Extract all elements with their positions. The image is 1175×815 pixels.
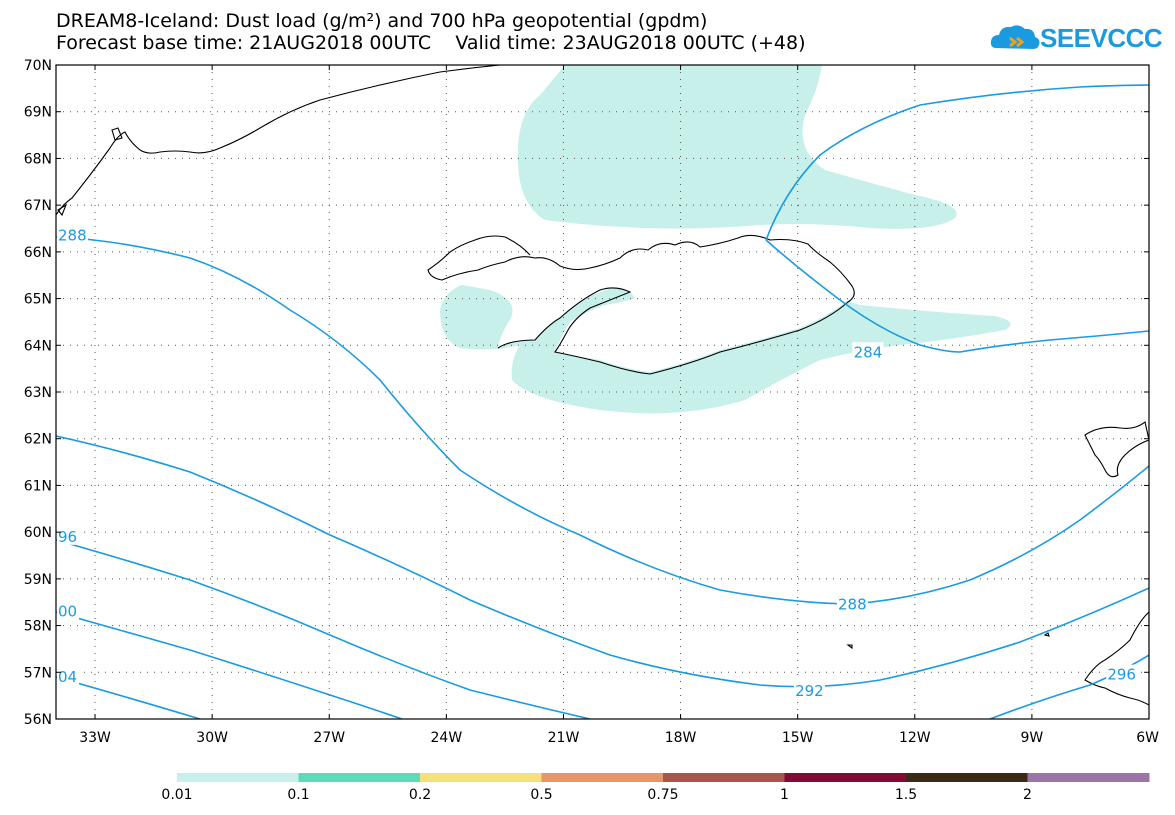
colorbar-swatch: [298, 773, 421, 782]
colorbar-label: 2: [1023, 787, 1032, 803]
norway-coast: [1084, 421, 1149, 478]
lat-label: 58N: [24, 619, 52, 635]
logo-text: SEEVCCC: [1040, 23, 1163, 53]
colorbar-swatch: [177, 773, 299, 782]
lat-label: 56N: [24, 712, 52, 728]
contour-label-bg: [57, 601, 79, 620]
colorbar-swatch: [541, 773, 664, 782]
contour-292: [56, 435, 1149, 688]
lat-label: 65N: [24, 292, 52, 308]
contour-label-bg: [57, 225, 88, 244]
coastlines: [56, 65, 1149, 706]
lon-label: 27W: [313, 730, 345, 746]
lat-label: 66N: [24, 245, 52, 261]
contour-label: 296: [1107, 666, 1136, 684]
colorbar: [177, 773, 1150, 782]
lat-label: 68N: [24, 151, 52, 167]
geopotential-contours: [56, 84, 1149, 719]
contour-label: 288: [58, 227, 87, 245]
contour-296-west: [56, 539, 591, 719]
lon-label: 6W: [1136, 730, 1159, 746]
iceland-coast: [427, 234, 855, 375]
contour-label: 96: [58, 528, 77, 546]
contour-label-bg: [1106, 664, 1138, 683]
cloud-icon: [990, 25, 1040, 49]
lon-label: 18W: [665, 730, 697, 746]
lon-label: 24W: [431, 730, 463, 746]
contour-label: 00: [58, 603, 77, 621]
greenland-coast: [56, 65, 501, 216]
map-title: DREAM8-Iceland: Dust load (g/m²) and 700…: [56, 10, 708, 32]
lon-label: 12W: [899, 730, 931, 746]
colorbar-label: 0.2: [408, 787, 432, 803]
contour-284: [765, 84, 1149, 353]
contour-label: 284: [854, 343, 883, 361]
longitude-labels: 33W 30W 27W 24W 21W 18W 15W 12W 9W 6W: [79, 730, 1159, 746]
lon-label: 21W: [548, 730, 580, 746]
lon-label: 30W: [196, 730, 228, 746]
contour-label-bg: [852, 342, 884, 361]
colorbar-label: 1.5: [894, 787, 918, 803]
colorbar-swatch: [420, 773, 542, 782]
lon-label: 15W: [782, 730, 814, 746]
contour-label-bg: [836, 594, 868, 613]
contour-label: 04: [58, 668, 77, 686]
colorbar-swatch: [906, 773, 1028, 782]
contour-296-east: [989, 654, 1149, 719]
axis-ticks: [56, 64, 1150, 720]
lat-label: 64N: [24, 338, 52, 354]
contour-label-bg: [57, 666, 79, 685]
colorbar-label: 0.1: [287, 787, 310, 803]
contour-label-bg: [57, 526, 79, 545]
scotland-coast: [1084, 611, 1149, 706]
lat-label: 70N: [24, 58, 52, 74]
graticule: [56, 65, 1149, 719]
contour-288: [56, 236, 1149, 605]
lat-label: 62N: [24, 432, 52, 448]
lon-label: 9W: [1021, 730, 1044, 746]
lat-label: 61N: [24, 478, 52, 494]
colorbar-label: 0.75: [647, 787, 679, 803]
latitude-labels: 70N 69N 68N 67N 66N 65N 64N 63N 62N 61N 60N 59N 58N 5…: [24, 58, 52, 728]
lat-label: 57N: [24, 665, 52, 681]
colorbar-swatch: [1027, 773, 1150, 782]
colorbar-swatch: [663, 773, 785, 782]
colorbar-swatch: [784, 773, 907, 782]
colorbar-label: 0.01: [161, 787, 193, 803]
lat-label: 63N: [24, 385, 52, 401]
lat-label: 67N: [24, 198, 52, 214]
lat-label: 69N: [24, 105, 52, 121]
lat-label: 60N: [24, 525, 52, 541]
colorbar-label: 0.5: [530, 787, 553, 803]
map-subtitle: Forecast base time: 21AUG2018 00UTC Vali…: [56, 32, 806, 54]
contour-label: 288: [838, 596, 867, 614]
contour-label-bg: [793, 680, 825, 699]
colorbar-label: 1: [780, 787, 789, 803]
contour-300: [56, 611, 403, 719]
contour-labels: 288 96 00 04 284 288 292 296: [57, 225, 1138, 700]
contour-label: 292: [795, 682, 824, 700]
dust-shading: [440, 65, 1011, 414]
lat-label: 59N: [24, 572, 52, 588]
lon-label: 33W: [79, 730, 111, 746]
